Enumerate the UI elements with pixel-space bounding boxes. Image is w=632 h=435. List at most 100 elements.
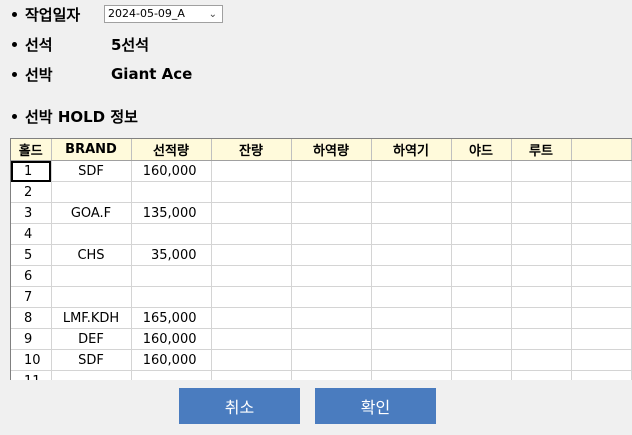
- load-amount-cell[interactable]: 160,000: [131, 328, 212, 350]
- route-cell[interactable]: [511, 265, 572, 287]
- yard-cell[interactable]: [451, 265, 512, 287]
- unload-amount-cell[interactable]: [291, 265, 372, 287]
- brand-cell[interactable]: DEF: [51, 328, 132, 350]
- hold-cell[interactable]: 8: [11, 307, 52, 329]
- unloader-cell[interactable]: [371, 307, 452, 329]
- unloader-cell[interactable]: [371, 370, 452, 380]
- table-row[interactable]: 10 SDF 160,000: [11, 349, 632, 371]
- brand-cell[interactable]: [51, 181, 132, 203]
- remain-cell[interactable]: [211, 223, 292, 245]
- table-row[interactable]: 9 DEF 160,000: [11, 328, 632, 350]
- remain-cell[interactable]: [211, 328, 292, 350]
- remain-cell[interactable]: [211, 370, 292, 380]
- unload-amount-cell[interactable]: [291, 286, 372, 308]
- route-cell[interactable]: [511, 223, 572, 245]
- remain-cell[interactable]: [211, 160, 292, 182]
- route-cell[interactable]: [511, 202, 572, 224]
- brand-cell[interactable]: GOA.F: [51, 202, 132, 224]
- route-cell[interactable]: [511, 328, 572, 350]
- route-cell[interactable]: [511, 181, 572, 203]
- unload-amount-cell[interactable]: [291, 181, 372, 203]
- hold-cell[interactable]: 6: [11, 265, 52, 287]
- yard-cell[interactable]: [451, 160, 512, 182]
- unloader-cell[interactable]: [371, 244, 452, 266]
- table-row[interactable]: 6: [11, 265, 632, 287]
- unloader-cell[interactable]: [371, 202, 452, 224]
- unloader-cell[interactable]: [371, 286, 452, 308]
- confirm-button[interactable]: 확인: [315, 388, 436, 424]
- hold-cell[interactable]: 10: [11, 349, 52, 371]
- yard-cell[interactable]: [451, 223, 512, 245]
- load-amount-cell[interactable]: 35,000: [131, 244, 212, 266]
- hold-cell[interactable]: 2: [11, 181, 52, 203]
- col-header-load[interactable]: 선적량: [131, 139, 212, 161]
- load-amount-cell[interactable]: 160,000: [131, 160, 212, 182]
- table-row[interactable]: 7: [11, 286, 632, 308]
- unload-amount-cell[interactable]: [291, 223, 372, 245]
- unload-amount-cell[interactable]: [291, 349, 372, 371]
- brand-cell[interactable]: LMF.KDH: [51, 307, 132, 329]
- remain-cell[interactable]: [211, 244, 292, 266]
- unload-amount-cell[interactable]: [291, 307, 372, 329]
- table-row[interactable]: 1 SDF 160,000: [11, 160, 632, 182]
- table-row[interactable]: 8 LMF.KDH 165,000: [11, 307, 632, 329]
- table-row[interactable]: 3 GOA.F 135,000: [11, 202, 632, 224]
- load-amount-cell[interactable]: 135,000: [131, 202, 212, 224]
- remain-cell[interactable]: [211, 286, 292, 308]
- load-amount-cell[interactable]: 160,000: [131, 349, 212, 371]
- unloader-cell[interactable]: [371, 265, 452, 287]
- brand-cell[interactable]: SDF: [51, 160, 132, 182]
- remain-cell[interactable]: [211, 202, 292, 224]
- yard-cell[interactable]: [451, 244, 512, 266]
- work-date-select[interactable]: 2024-05-09_A ⌄: [104, 5, 223, 23]
- yard-cell[interactable]: [451, 202, 512, 224]
- col-header-yard[interactable]: 야드: [451, 139, 512, 161]
- load-amount-cell[interactable]: [131, 265, 212, 287]
- yard-cell[interactable]: [451, 328, 512, 350]
- col-header-unloader[interactable]: 하역기: [371, 139, 452, 161]
- load-amount-cell[interactable]: 165,000: [131, 307, 212, 329]
- load-amount-cell[interactable]: [131, 370, 212, 380]
- unload-amount-cell[interactable]: [291, 328, 372, 350]
- brand-cell[interactable]: CHS: [51, 244, 132, 266]
- col-header-remain[interactable]: 잔량: [211, 139, 292, 161]
- remain-cell[interactable]: [211, 349, 292, 371]
- brand-cell[interactable]: [51, 370, 132, 380]
- remain-cell[interactable]: [211, 307, 292, 329]
- yard-cell[interactable]: [451, 181, 512, 203]
- table-row[interactable]: 11: [11, 370, 632, 380]
- route-cell[interactable]: [511, 160, 572, 182]
- route-cell[interactable]: [511, 286, 572, 308]
- col-header-hold[interactable]: 홀드: [11, 139, 52, 161]
- remain-cell[interactable]: [211, 265, 292, 287]
- route-cell[interactable]: [511, 370, 572, 380]
- table-row[interactable]: 5 CHS 35,000: [11, 244, 632, 266]
- hold-grid[interactable]: 홀드 BRAND 선적량 잔량 하역량 하역기 야드 루트 1 SDF 160,00…: [10, 138, 632, 380]
- col-header-brand[interactable]: BRAND: [51, 139, 132, 161]
- brand-cell[interactable]: SDF: [51, 349, 132, 371]
- hold-cell[interactable]: 3: [11, 202, 52, 224]
- unloader-cell[interactable]: [371, 160, 452, 182]
- unload-amount-cell[interactable]: [291, 160, 372, 182]
- chevron-down-icon[interactable]: ⌄: [208, 9, 217, 20]
- brand-cell[interactable]: [51, 286, 132, 308]
- route-cell[interactable]: [511, 349, 572, 371]
- unload-amount-cell[interactable]: [291, 244, 372, 266]
- yard-cell[interactable]: [451, 286, 512, 308]
- yard-cell[interactable]: [451, 307, 512, 329]
- route-cell[interactable]: [511, 244, 572, 266]
- route-cell[interactable]: [511, 307, 572, 329]
- hold-cell[interactable]: 7: [11, 286, 52, 308]
- hold-cell[interactable]: 9: [11, 328, 52, 350]
- unloader-cell[interactable]: [371, 181, 452, 203]
- load-amount-cell[interactable]: [131, 223, 212, 245]
- yard-cell[interactable]: [451, 349, 512, 371]
- col-header-unload[interactable]: 하역량: [291, 139, 372, 161]
- unload-amount-cell[interactable]: [291, 370, 372, 380]
- hold-cell[interactable]: 1: [11, 160, 52, 182]
- hold-cell[interactable]: 5: [11, 244, 52, 266]
- table-row[interactable]: 4: [11, 223, 632, 245]
- hold-cell[interactable]: 4: [11, 223, 52, 245]
- unloader-cell[interactable]: [371, 328, 452, 350]
- brand-cell[interactable]: [51, 223, 132, 245]
